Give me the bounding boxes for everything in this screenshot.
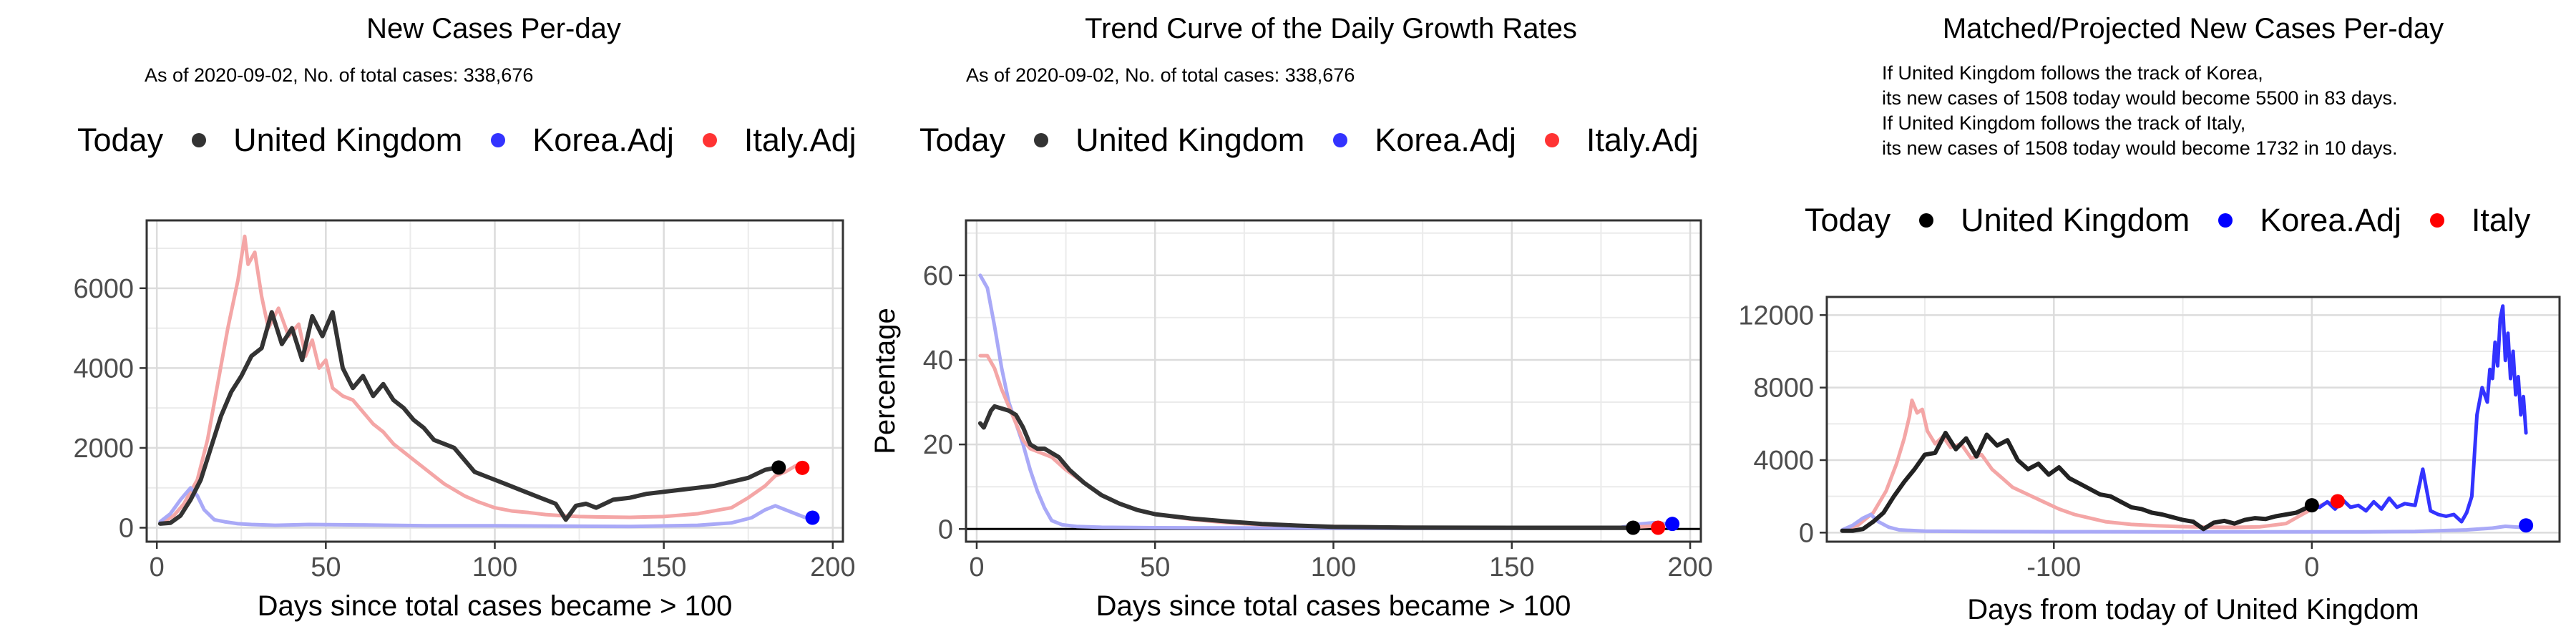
legend-dot-italy (1544, 133, 1559, 147)
x-tick-label: 50 (311, 552, 341, 582)
panel-matched-projected: Matched/Projected New Cases Per-day If U… (1717, 0, 2576, 644)
legend-title: Today (1805, 202, 1891, 238)
legend-dot-korea (1333, 133, 1348, 147)
x-tick-label: 200 (1667, 552, 1712, 582)
panel-growth-rates: Trend Curve of the Daily Growth Rates As… (859, 0, 1717, 644)
series-line-korea-adj (2310, 304, 2528, 524)
legend-label: Korea.Adj (1375, 122, 1516, 158)
legend: Today United Kingdom Korea.Adj Italy.Adj (77, 122, 862, 159)
projection-note: If United Kingdom follows the track of K… (1882, 62, 2398, 159)
x-tick-label: 0 (969, 552, 984, 582)
legend-dot-italy (2429, 213, 2444, 228)
y-tick-label: 60 (923, 261, 953, 291)
legend: Today United Kingdom Korea.Adj Italy (1805, 202, 2576, 239)
legend-item-united-kingdom: United Kingdom (1919, 202, 2190, 239)
panel-new-cases: New Cases Per-day As of 2020-09-02, No. … (0, 0, 859, 644)
series-line-united-kingdom (1840, 431, 2314, 533)
y-tick-label: 40 (923, 346, 953, 376)
y-tick-label: 0 (119, 513, 134, 543)
legend-dot-korea (2218, 213, 2233, 228)
today-point-korea-adj (805, 510, 820, 525)
x-tick-label: 100 (472, 552, 517, 582)
legend-dot-italy (702, 133, 717, 147)
legend-dot-united-kingdom (192, 133, 207, 147)
y-tick-label: 0 (1799, 518, 1814, 548)
legend-item-korea: Korea.Adj (491, 122, 674, 159)
legend-item-italy: Italy (2429, 202, 2531, 239)
series-line-korea-adj (1840, 512, 2533, 534)
today-point-korea-adj (2519, 518, 2534, 533)
legend-label: Italy (2471, 202, 2531, 238)
legend-label: United Kingdom (1961, 202, 2190, 238)
legend-item-korea: Korea.Adj (1333, 122, 1516, 159)
series-line-korea-adj (158, 486, 808, 529)
today-point-united-kingdom (1626, 520, 1641, 535)
x-tick-label: 0 (150, 552, 165, 582)
legend-dot-united-kingdom (1034, 133, 1049, 147)
x-axis-label: Days since total cases became > 100 (1096, 590, 1571, 622)
legend: Today United Kingdom Korea.Adj Italy.Adj (919, 122, 1717, 159)
legend-label: United Kingdom (233, 122, 463, 158)
y-tick-label: 12000 (1738, 301, 1814, 331)
chart-title: Trend Curve of the Daily Growth Rates (1085, 13, 1577, 44)
y-tick-label: 4000 (73, 353, 134, 384)
legend-label: Korea.Adj (532, 122, 674, 158)
series-line-united-kingdom (977, 404, 1632, 530)
plot-border (1825, 296, 2561, 543)
today-point-italy-adj (1651, 520, 1666, 535)
legend-item-united-kingdom: United Kingdom (1034, 122, 1304, 159)
x-tick-label: 150 (1489, 552, 1534, 582)
series-line-united-kingdom (157, 310, 778, 526)
today-point-italy-adj (795, 460, 810, 475)
y-tick-label: 6000 (73, 274, 134, 304)
legend-dot-united-kingdom (1919, 213, 1934, 228)
y-tick-label: 8000 (1753, 374, 1814, 404)
legend-title: Today (919, 122, 1006, 158)
x-tick-label: 50 (1140, 552, 1170, 582)
legend-item-italy: Italy.Adj (1544, 122, 1699, 159)
plot-background (1827, 297, 2560, 542)
chart-subtitle: As of 2020-09-02, No. of total cases: 33… (966, 64, 1355, 86)
today-point-korea-adj (1665, 517, 1680, 532)
legend-item-united-kingdom: United Kingdom (192, 122, 462, 159)
chart-title: New Cases Per-day (366, 13, 621, 44)
series-line-italy (1840, 398, 2340, 533)
today-point-italy (2330, 494, 2345, 509)
today-point-united-kingdom (771, 460, 786, 475)
legend-title: Today (77, 122, 164, 158)
chart-title: Matched/Projected New Cases Per-day (1942, 13, 2444, 44)
x-tick-label: -100 (2026, 552, 2081, 582)
legend-label: Korea.Adj (2260, 202, 2401, 238)
series-line-italy-adj (158, 234, 804, 526)
legend-label: Italy.Adj (1586, 122, 1699, 158)
x-axis-label: Days from today of United Kingdom (1967, 594, 2419, 625)
x-tick-label: 150 (641, 552, 686, 582)
y-tick-label: 20 (923, 430, 953, 460)
y-tick-label: 4000 (1753, 446, 1814, 476)
legend-dot-korea (491, 133, 506, 147)
today-point-united-kingdom (2304, 498, 2319, 513)
legend-label: Italy.Adj (743, 122, 857, 158)
y-tick-label: 2000 (73, 434, 134, 464)
legend-label: United Kingdom (1075, 122, 1305, 158)
x-axis-label: Days since total cases became > 100 (258, 590, 733, 622)
x-tick-label: 100 (1311, 552, 1356, 582)
legend-item-italy: Italy.Adj (702, 122, 857, 159)
legend-item-korea: Korea.Adj (2218, 202, 2401, 239)
y-axis-label: Percentage (869, 308, 901, 454)
chart-subtitle: As of 2020-09-02, No. of total cases: 33… (145, 64, 534, 86)
x-tick-label: 200 (810, 552, 855, 582)
x-tick-label: 0 (2304, 552, 2319, 582)
plot-panel-3: -100 0 0 4000 8000 12000 Days from today of Un… (1738, 296, 2561, 625)
plot-panel-2: 0 50 100 150 200 0 20 40 60 Days since total case… (869, 219, 1713, 622)
y-tick-label: 0 (938, 514, 953, 545)
